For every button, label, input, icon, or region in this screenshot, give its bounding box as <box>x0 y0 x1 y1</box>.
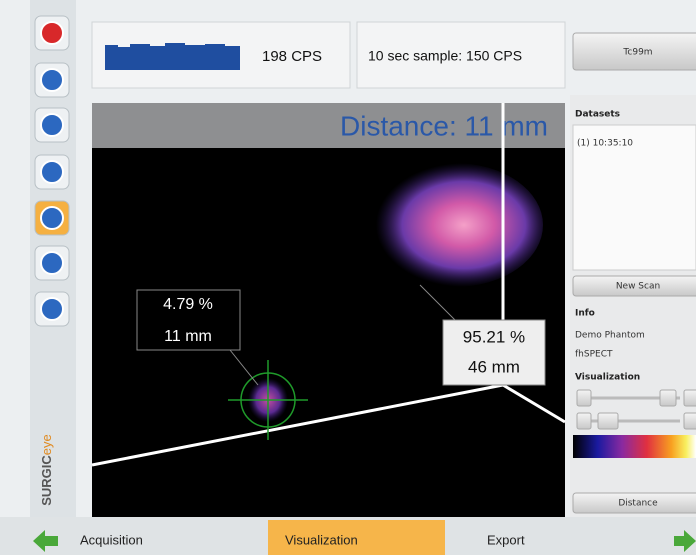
distance-readout: Distance: 11 mm <box>340 110 548 141</box>
slider-thumb[interactable] <box>598 413 618 429</box>
app-screen: SURGICeye 198 CPS 10 sec sample: 150 CPS… <box>0 0 696 555</box>
label-percent: 95.21 % <box>463 327 525 346</box>
info-item: Demo Phantom <box>575 331 645 341</box>
logo: SURGICeye <box>39 434 54 506</box>
section-title: Datasets <box>575 110 620 120</box>
section-title: Visualization <box>575 373 640 383</box>
button-label: Distance <box>618 499 658 509</box>
slider-button[interactable] <box>684 390 696 406</box>
tab[interactable]: Visualization <box>285 532 358 547</box>
nav-icon <box>41 207 63 229</box>
info-item: fhSPECT <box>575 350 613 360</box>
nav-icon <box>41 22 63 44</box>
logo-brand: SURGIC <box>39 455 54 506</box>
button-label: New Scan <box>616 282 660 292</box>
dataset-item[interactable]: (1) 10:35:10 <box>577 139 633 149</box>
nav-icon <box>41 161 63 183</box>
nav-icon <box>41 252 63 274</box>
slider-button[interactable] <box>577 390 591 406</box>
color-map <box>573 435 696 458</box>
tab[interactable]: Acquisition <box>80 532 143 547</box>
nav-icon <box>41 69 63 91</box>
hotspot-large <box>367 163 543 287</box>
logo-suffix: eye <box>39 434 54 455</box>
label-percent: 4.79 % <box>163 296 213 313</box>
cps-text: 198 CPS <box>262 48 322 65</box>
cps-graph <box>105 43 240 70</box>
isotope-label: Tc99m <box>622 48 652 58</box>
nav-icon <box>41 298 63 320</box>
slider-thumb[interactable] <box>660 390 676 406</box>
label-depth: 11 mm <box>164 328 212 345</box>
slider-button[interactable] <box>577 413 591 429</box>
section-title: Info <box>575 309 595 319</box>
label-depth: 46 mm <box>468 357 520 376</box>
nav-icon <box>41 114 63 136</box>
tab[interactable]: Export <box>487 532 525 547</box>
sample-text: 10 sec sample: 150 CPS <box>368 48 522 64</box>
slider-button[interactable] <box>684 413 696 429</box>
